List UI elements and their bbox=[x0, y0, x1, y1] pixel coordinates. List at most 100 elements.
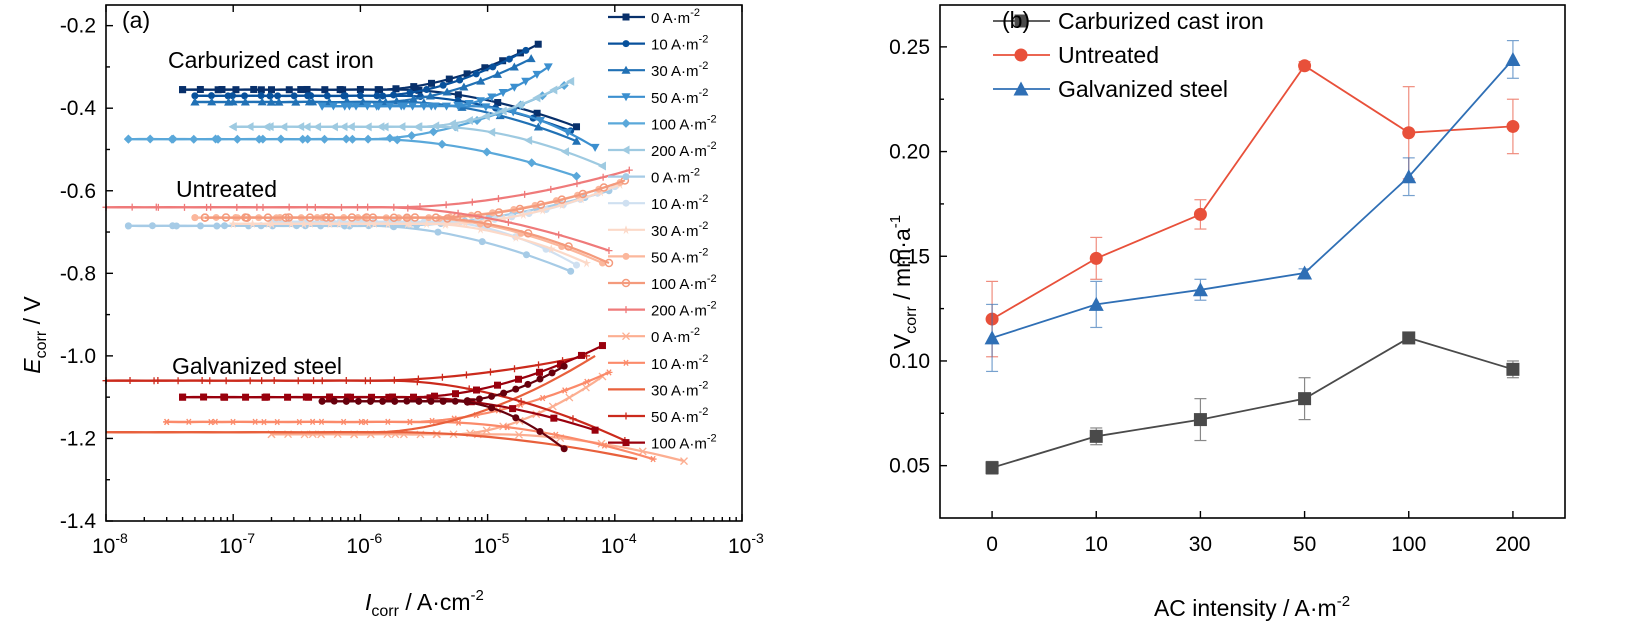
data-point bbox=[1193, 413, 1207, 427]
curve-marker bbox=[407, 131, 417, 141]
curve-marker bbox=[341, 134, 351, 144]
curve-marker bbox=[560, 362, 568, 370]
curve-marker bbox=[422, 219, 432, 229]
curve-marker bbox=[415, 397, 423, 405]
polarization-series bbox=[228, 180, 625, 268]
curve-marker bbox=[389, 213, 399, 222]
curve-marker bbox=[337, 203, 345, 211]
curve-marker bbox=[431, 213, 441, 222]
curve-marker bbox=[498, 106, 507, 116]
curve-marker bbox=[291, 97, 301, 106]
legend-label: 200 A·m-2 bbox=[651, 140, 717, 160]
curve-marker bbox=[330, 397, 338, 405]
curve-marker bbox=[309, 418, 317, 426]
data-point bbox=[1298, 392, 1312, 406]
legend-marker bbox=[1014, 48, 1028, 62]
curve-marker bbox=[290, 92, 298, 100]
curve-marker bbox=[284, 213, 294, 222]
curve-marker bbox=[362, 102, 372, 111]
curve-marker bbox=[515, 100, 524, 110]
curve-marker bbox=[258, 377, 266, 385]
curve-marker bbox=[557, 200, 567, 210]
curve-marker bbox=[228, 219, 238, 229]
curve-marker bbox=[383, 219, 393, 229]
data-point bbox=[1298, 59, 1312, 73]
curve-marker bbox=[600, 442, 608, 449]
curve-marker bbox=[363, 134, 373, 144]
curve-marker bbox=[565, 393, 574, 402]
curve-marker bbox=[228, 122, 237, 132]
curve-marker bbox=[522, 46, 530, 54]
legend-label: 100 A·m-2 bbox=[651, 113, 717, 133]
curve-marker bbox=[442, 201, 450, 209]
curve-marker bbox=[228, 97, 238, 106]
series-line bbox=[991, 64, 1513, 320]
curve-marker bbox=[680, 457, 688, 466]
curve-marker bbox=[206, 377, 214, 385]
curve-marker bbox=[406, 418, 414, 426]
curve-marker bbox=[306, 219, 316, 229]
curve-marker bbox=[573, 123, 581, 131]
curve-marker bbox=[385, 133, 395, 143]
legend-item-a: 30 A·m-2 bbox=[608, 60, 708, 80]
plot-area-b bbox=[984, 39, 1521, 475]
curve-marker bbox=[403, 397, 411, 405]
curve-marker bbox=[305, 213, 315, 222]
curve-marker bbox=[489, 63, 497, 71]
curve-marker bbox=[499, 213, 509, 223]
curve-marker bbox=[454, 209, 462, 217]
curve-marker bbox=[563, 128, 573, 137]
legend-label: Carburized cast iron bbox=[1058, 8, 1264, 34]
curve-marker bbox=[250, 85, 258, 93]
curve-marker bbox=[261, 393, 269, 401]
curve-marker bbox=[467, 398, 475, 406]
curve-marker bbox=[590, 143, 600, 152]
legend-marker bbox=[621, 278, 631, 288]
plot-frame-a bbox=[105, 4, 743, 522]
curve-marker bbox=[464, 100, 474, 109]
curve-marker bbox=[391, 397, 399, 405]
group-label: Untreated bbox=[176, 176, 277, 202]
curve-marker bbox=[548, 369, 556, 377]
curve-marker bbox=[251, 418, 259, 425]
curve-marker bbox=[488, 392, 496, 400]
curve-marker bbox=[384, 418, 392, 425]
legend-label: 0 A·m-2 bbox=[651, 7, 700, 27]
curve-marker bbox=[279, 122, 288, 132]
curve-marker bbox=[203, 203, 211, 211]
curve-marker bbox=[362, 213, 371, 222]
legend-a: 0 A·m-2 10 A·m-2 30 A·m-2 50 A·m-2 100 A·m-2… bbox=[608, 7, 717, 453]
curve-marker bbox=[515, 430, 523, 439]
curve-marker bbox=[499, 57, 507, 65]
plot-frame-b bbox=[939, 4, 1566, 519]
curve-marker bbox=[340, 92, 348, 100]
curve-marker bbox=[509, 83, 519, 92]
series-b bbox=[985, 59, 1520, 358]
curve-marker bbox=[233, 203, 241, 211]
curve-marker bbox=[303, 85, 311, 93]
curve-marker bbox=[503, 423, 511, 431]
curve-marker bbox=[368, 393, 376, 401]
curve-marker bbox=[321, 213, 331, 222]
curve-marker bbox=[218, 86, 226, 94]
curve-marker bbox=[242, 393, 250, 401]
curve-marker bbox=[273, 418, 281, 426]
legend-item-a: 10 A·m-2 bbox=[608, 34, 708, 54]
curve-marker bbox=[583, 378, 591, 386]
legend-item-a: 10 A·m-2 bbox=[608, 193, 708, 213]
curve-marker bbox=[370, 219, 380, 229]
x-tick-label-b: 30 bbox=[1189, 533, 1212, 556]
legend-item-a: 100 A·m-2 bbox=[608, 113, 717, 133]
curve-marker bbox=[410, 213, 420, 222]
curve-marker bbox=[406, 89, 414, 97]
curve-marker bbox=[397, 122, 406, 132]
group-labels-a: Carburized cast iron Untreated Galvanized … bbox=[168, 47, 374, 379]
curve-marker bbox=[533, 109, 541, 117]
curve-marker bbox=[518, 210, 528, 220]
curve-marker bbox=[552, 431, 560, 439]
curve-marker bbox=[419, 102, 429, 111]
curve-marker bbox=[163, 418, 171, 426]
polarization-series bbox=[179, 40, 581, 131]
curve-marker bbox=[344, 219, 354, 229]
